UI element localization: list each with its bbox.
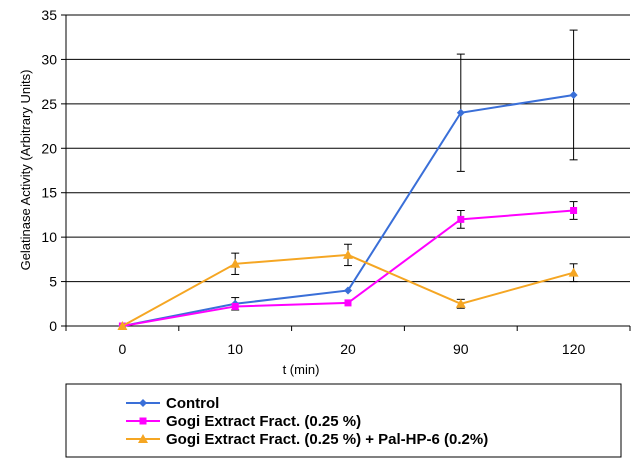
diamond-marker [456, 108, 465, 117]
y-tick-label: 20 [41, 140, 57, 156]
square-marker [457, 215, 465, 223]
triangle-marker [117, 321, 128, 330]
data-series [117, 29, 579, 330]
axes [61, 14, 631, 331]
x-tick-label: 10 [227, 341, 243, 357]
y-tick-label: 15 [41, 185, 57, 201]
x-tick-label: 20 [340, 341, 356, 357]
y-tick-label: 10 [41, 229, 57, 245]
legend-entry-2: Gogi Extract Fract. (0.25 %) [126, 413, 361, 430]
series-line [122, 209, 574, 327]
square-marker [231, 302, 239, 310]
diamond-marker [569, 90, 578, 99]
triangle-marker [568, 267, 579, 277]
legend-label: Gogi Extract Fract. (0.25 %) + Pal-HP-6 … [166, 431, 488, 448]
triangle-marker [343, 249, 353, 259]
y-tick-labels: 0 5 10 15 20 25 30 35 [41, 7, 57, 334]
series-1 [118, 29, 578, 330]
square-marker [139, 417, 147, 425]
triangle-marker [230, 258, 241, 268]
y-tick-label: 25 [41, 96, 57, 112]
legend-label: Gogi Extract Fract. (0.25 %) [166, 413, 361, 430]
square-marker [344, 299, 352, 307]
x-tick-label: 120 [562, 341, 586, 357]
y-axis-label: Gelatinase Activity (Arbitrary Units) [18, 70, 33, 271]
legend-label: Control [166, 395, 219, 412]
triangle-marker [455, 298, 466, 308]
y-tick-label: 35 [41, 7, 57, 23]
gridlines [66, 14, 630, 283]
legend-entry-3: Gogi Extract Fract. (0.25 %) + Pal-HP-6 … [126, 431, 488, 448]
y-tick-label: 5 [49, 274, 57, 290]
x-tick-label: 90 [453, 341, 469, 357]
x-tick-labels: 0 10 20 90 120 [119, 341, 586, 357]
square-marker [570, 206, 578, 214]
x-tick-label: 0 [119, 341, 127, 357]
diamond-marker [139, 399, 147, 407]
series-3 [117, 243, 579, 330]
y-tick-label: 0 [49, 318, 57, 334]
diamond-marker [344, 286, 352, 295]
triangle-marker [138, 434, 148, 443]
y-tick-label: 30 [41, 51, 57, 67]
x-axis-label: t (min) [283, 362, 320, 377]
legend-entry-1: Control [126, 395, 219, 412]
